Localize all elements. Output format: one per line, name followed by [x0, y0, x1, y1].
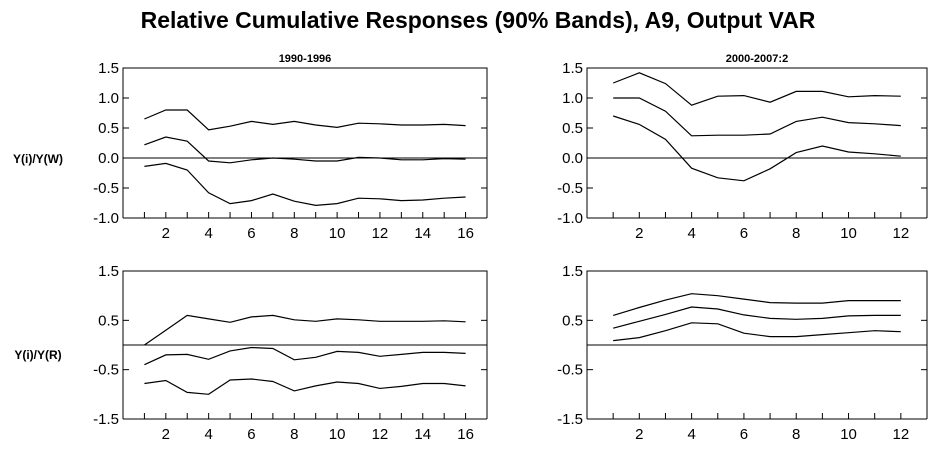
x-tick-label: 14 — [414, 426, 431, 443]
x-tick-label: 10 — [329, 225, 346, 242]
lower-band-line — [613, 322, 901, 342]
y-tick-label: 1.0 — [98, 90, 119, 107]
lower-band-line — [144, 378, 466, 395]
x-tick-label: 2 — [162, 426, 170, 443]
x-tick-label: 8 — [290, 426, 298, 443]
x-tick-label: 14 — [414, 225, 431, 242]
x-tick-label: 6 — [740, 225, 748, 242]
y-tick-label: 0.5 — [98, 120, 119, 137]
y-tick-label: -1.0 — [93, 210, 119, 227]
panel-title: 2000-2007:2 — [726, 53, 788, 65]
main-title: Relative Cumulative Responses (90% Bands… — [141, 7, 816, 33]
x-tick-label: 2 — [162, 225, 170, 242]
median-line — [613, 97, 901, 137]
x-tick-label: 8 — [792, 426, 800, 443]
x-tick-label: 10 — [840, 426, 857, 443]
y-tick-label: 1.5 — [98, 60, 119, 77]
lower-band-line — [613, 115, 901, 182]
panel-3: -1.5 -0.5 0.5 1.5 2 4 6 8 10 12 14 16 — [93, 263, 488, 443]
x-tick-label: 10 — [840, 225, 857, 242]
y-tick-label: 1.5 — [562, 60, 583, 77]
median-line — [613, 306, 901, 329]
x-tick-label: 12 — [372, 225, 389, 242]
x-tick-label: 4 — [204, 225, 212, 242]
y-tick-label: 0.5 — [98, 312, 119, 329]
upper-band-line — [144, 314, 466, 346]
y-tick-label: 0.5 — [562, 312, 583, 329]
x-tick-label: 10 — [329, 426, 346, 443]
panel-frame — [122, 67, 488, 218]
y-tick-label: 0.0 — [562, 150, 583, 167]
y-tick-label: 1.0 — [562, 90, 583, 107]
x-tick-label: 2 — [635, 225, 643, 242]
upper-band-line — [144, 109, 466, 131]
upper-band-line — [613, 293, 901, 316]
panel-4: -1.5 -0.5 0.5 1.5 2 4 6 8 10 12 — [557, 263, 928, 443]
x-tick-label: 12 — [893, 225, 910, 242]
x-tick-label: 6 — [247, 426, 255, 443]
y-tick-label: -1.5 — [93, 411, 119, 428]
lower-band-line — [144, 162, 466, 207]
row-label-region: Y(i)/Y(R) — [14, 348, 61, 362]
row-label-world: Y(i)/Y(W) — [13, 152, 63, 166]
y-tick-label: -0.5 — [557, 362, 583, 379]
x-tick-label: 6 — [247, 225, 255, 242]
x-tick-label: 16 — [457, 225, 474, 242]
x-tick-label: 4 — [687, 225, 695, 242]
x-tick-label: 6 — [740, 426, 748, 443]
x-tick-label: 4 — [204, 426, 212, 443]
x-tick-label: 4 — [687, 426, 695, 443]
y-tick-label: -1.0 — [557, 210, 583, 227]
x-tick-label: 12 — [372, 426, 389, 443]
y-tick-label: -1.5 — [557, 411, 583, 428]
upper-band-line — [612, 72, 901, 106]
panels-group: 1990-1996 -1.0 -0.5 0.0 0.5 1.0 1.5 2 4 6 8 10 12 14 1… — [93, 53, 928, 443]
x-tick-label: 16 — [457, 426, 474, 443]
y-tick-label: -0.5 — [93, 362, 119, 379]
y-tick-label: -0.5 — [93, 180, 119, 197]
panel-title: 1990-1996 — [279, 53, 332, 65]
x-tick-label: 12 — [893, 426, 910, 443]
y-tick-label: -0.5 — [557, 180, 583, 197]
x-tick-label: 2 — [635, 426, 643, 443]
y-tick-label: 1.5 — [98, 263, 119, 280]
x-tick-label: 8 — [290, 225, 298, 242]
y-tick-label: 1.5 — [562, 263, 583, 280]
y-tick-label: 0.5 — [562, 120, 583, 137]
panel-frame — [586, 67, 928, 218]
panel-2: 2000-2007:2 -1.0 -0.5 0.0 0.5 1.0 1.5 2 4 6 8 10 12 — [557, 53, 928, 242]
x-tick-label: 8 — [792, 225, 800, 242]
y-tick-label: 0.0 — [98, 150, 119, 167]
panel-1: 1990-1996 -1.0 -0.5 0.0 0.5 1.0 1.5 2 4 6 8 10 12 14 1… — [93, 53, 488, 242]
median-line — [144, 136, 466, 164]
median-line — [144, 346, 466, 366]
